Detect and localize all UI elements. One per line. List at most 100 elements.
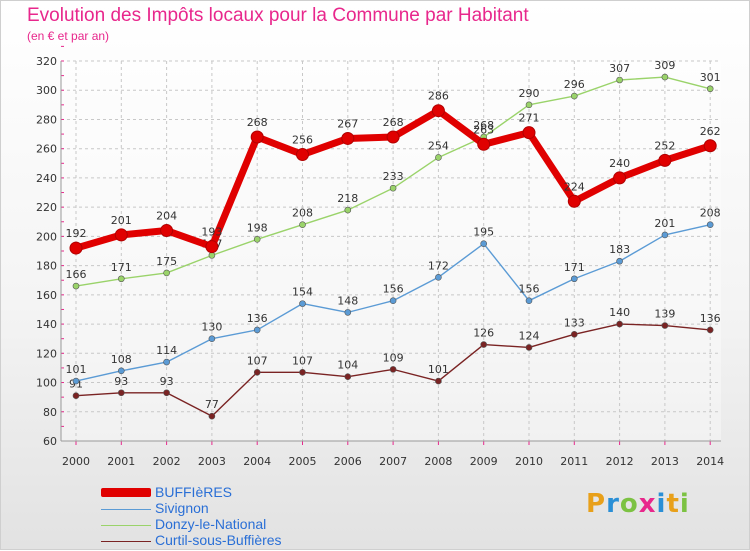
data-point-3 <box>661 322 669 329</box>
data-label-3: 104 <box>337 359 358 372</box>
data-point-0 <box>160 224 174 238</box>
data-label-3: 77 <box>205 398 219 411</box>
data-label-1: 156 <box>519 283 540 296</box>
data-point-2 <box>253 236 261 243</box>
logo-letter: i <box>679 489 690 519</box>
data-label-3: 133 <box>564 316 585 329</box>
logo-letter: r <box>606 489 620 519</box>
data-label-0: 201 <box>111 214 132 227</box>
data-point-0 <box>296 148 309 162</box>
data-point-3 <box>344 373 352 380</box>
data-point-3 <box>253 369 261 376</box>
data-point-0 <box>250 130 264 144</box>
legend-swatch-curtil <box>101 541 151 542</box>
data-label-0: 268 <box>247 116 268 129</box>
data-point-3 <box>706 326 714 334</box>
data-point-3 <box>570 331 578 338</box>
data-label-1: 171 <box>564 261 585 274</box>
data-label-2: 175 <box>156 255 177 268</box>
data-point-2 <box>208 252 216 259</box>
logo-letter: x <box>638 489 657 519</box>
data-label-3: 124 <box>519 329 540 342</box>
data-point-1 <box>163 358 170 366</box>
logo-letter: o <box>619 489 639 519</box>
x-tick-label: 2008 <box>424 455 452 468</box>
data-label-2: 296 <box>564 78 585 91</box>
x-tick-label: 2013 <box>651 455 679 468</box>
data-label-0: 263 <box>473 123 494 136</box>
data-point-2 <box>661 73 669 81</box>
data-label-2: 198 <box>247 221 268 234</box>
data-point-2 <box>118 275 125 283</box>
data-point-2 <box>344 206 352 214</box>
logo-letter: P <box>586 489 607 519</box>
data-label-1: 130 <box>201 321 222 334</box>
legend-swatch-donzy <box>101 525 151 526</box>
logo-letter: t <box>666 489 680 519</box>
x-tick-label: 2003 <box>198 455 226 468</box>
data-label-2: 268 <box>473 119 494 132</box>
data-label-2: 166 <box>66 268 87 281</box>
x-tick-label: 2012 <box>606 455 634 468</box>
y-tick-label: 280 <box>36 113 57 126</box>
data-label-1: 208 <box>700 207 721 220</box>
data-point-2 <box>525 101 533 109</box>
data-label-2: 218 <box>337 192 358 205</box>
data-point-1 <box>706 221 714 228</box>
x-tick-label: 2001 <box>107 455 135 468</box>
data-point-0 <box>703 139 717 153</box>
data-label-2: 171 <box>111 261 132 274</box>
data-point-0 <box>386 130 400 144</box>
data-label-0: 286 <box>428 90 449 103</box>
data-point-2 <box>299 221 306 228</box>
data-label-0: 262 <box>700 125 721 138</box>
y-tick-label: 260 <box>36 143 57 156</box>
data-point-0 <box>522 126 536 140</box>
y-tick-label: 140 <box>36 318 57 331</box>
plot-area <box>61 61 721 441</box>
data-point-3 <box>525 344 533 351</box>
data-label-2: 254 <box>428 139 449 152</box>
data-label-1: 148 <box>337 294 358 307</box>
x-tick-label: 2009 <box>470 455 498 468</box>
data-label-0: 268 <box>383 116 404 129</box>
data-label-2: 301 <box>700 71 721 84</box>
x-tick-label: 2004 <box>243 455 271 468</box>
data-point-1 <box>72 377 80 385</box>
legend-label-donzy: Donzy-le-National <box>155 516 267 532</box>
data-point-2 <box>72 282 80 290</box>
proxiti-logo: Proxiti <box>586 489 690 519</box>
x-tick-label: 2010 <box>515 455 543 468</box>
data-label-0: 224 <box>564 180 585 193</box>
data-point-1 <box>480 240 488 247</box>
data-point-3 <box>435 377 442 385</box>
data-point-2 <box>163 269 170 277</box>
data-label-0: 204 <box>156 210 177 223</box>
data-point-3 <box>389 366 397 373</box>
data-label-1: 183 <box>609 243 630 256</box>
data-point-3 <box>118 389 125 397</box>
legend-label-buffieres: BUFFIèRES <box>155 484 233 500</box>
chart-title: Evolution des Impôts locaux pour la Comm… <box>27 5 529 26</box>
x-tick-label: 2014 <box>696 455 724 468</box>
data-label-3: 93 <box>114 375 128 388</box>
data-label-1: 114 <box>156 344 177 357</box>
data-label-2: 309 <box>654 59 675 72</box>
data-label-2: 290 <box>519 87 540 100</box>
data-point-1 <box>208 335 216 342</box>
data-label-3: 101 <box>428 363 449 376</box>
y-tick-label: 160 <box>36 289 57 302</box>
data-point-3 <box>72 392 80 399</box>
data-point-3 <box>299 369 306 376</box>
data-label-1: 172 <box>428 259 449 272</box>
data-point-2 <box>616 76 623 84</box>
data-label-0: 240 <box>609 157 630 170</box>
data-point-1 <box>344 309 352 316</box>
data-point-0 <box>341 131 355 145</box>
data-point-3 <box>616 320 623 328</box>
legend-label-sivignon: Sivignon <box>155 500 209 516</box>
data-point-3 <box>480 341 488 348</box>
data-label-1: 195 <box>473 226 494 239</box>
y-tick-label: 60 <box>43 435 57 448</box>
y-tick-label: 240 <box>36 172 57 185</box>
